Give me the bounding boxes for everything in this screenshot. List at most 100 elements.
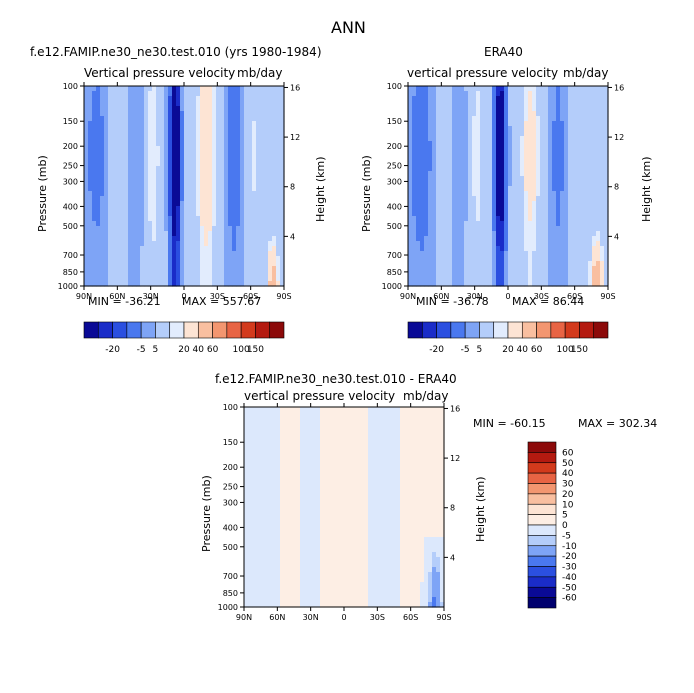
heatmap-cell bbox=[300, 482, 305, 488]
heatmap-cell bbox=[456, 206, 461, 212]
heatmap-cell bbox=[188, 131, 193, 137]
heatmap-cell bbox=[416, 121, 421, 127]
heatmap-cell bbox=[244, 186, 249, 192]
heatmap-cell bbox=[260, 256, 265, 262]
heatmap-cell bbox=[572, 171, 577, 177]
heatmap-cell bbox=[180, 131, 185, 137]
heatmap-cell bbox=[552, 246, 557, 252]
heatmap-cell bbox=[280, 121, 285, 127]
heatmap-cell bbox=[200, 241, 205, 247]
heatmap-cell bbox=[120, 156, 125, 162]
heatmap-cell bbox=[108, 146, 113, 152]
heatmap-cell bbox=[480, 231, 485, 237]
heatmap-cell bbox=[276, 582, 281, 588]
heatmap-cell bbox=[440, 201, 445, 207]
heatmap-cell bbox=[88, 196, 93, 202]
heatmap-cell bbox=[416, 216, 421, 222]
heatmap-cell bbox=[168, 256, 173, 262]
heatmap-cell bbox=[524, 226, 529, 232]
heatmap-cell bbox=[472, 146, 477, 152]
heatmap-cell bbox=[544, 131, 549, 137]
heatmap-cell bbox=[460, 221, 465, 227]
heatmap-cell bbox=[92, 261, 97, 267]
heatmap-cell bbox=[132, 186, 137, 192]
heatmap-cell bbox=[420, 146, 425, 152]
heatmap-cell bbox=[452, 181, 457, 187]
heatmap-cell bbox=[472, 126, 477, 132]
heatmap-cell bbox=[540, 241, 545, 247]
heatmap-cell bbox=[108, 211, 113, 217]
heatmap-cell bbox=[108, 91, 113, 97]
heatmap-cell bbox=[280, 101, 285, 107]
heatmap-cell bbox=[112, 266, 117, 272]
heatmap-cell bbox=[408, 166, 413, 172]
heatmap-cell bbox=[204, 251, 209, 257]
panel-obs-units: mb/day bbox=[563, 66, 609, 80]
heatmap-cell bbox=[240, 186, 245, 192]
heatmap-cell bbox=[456, 246, 461, 252]
heatmap-cell bbox=[328, 497, 333, 503]
heatmap-cell bbox=[180, 221, 185, 227]
heatmap-cell bbox=[588, 91, 593, 97]
heatmap-cell bbox=[440, 251, 445, 257]
heatmap-cell bbox=[412, 126, 417, 132]
heatmap-cell bbox=[220, 256, 225, 262]
heatmap-cell bbox=[568, 131, 573, 137]
heatmap-cell bbox=[104, 231, 109, 237]
heatmap-cell bbox=[528, 241, 533, 247]
heatmap-cell bbox=[548, 236, 553, 242]
heatmap-cell bbox=[100, 271, 105, 277]
heatmap-cell bbox=[584, 231, 589, 237]
heatmap-cell bbox=[544, 161, 549, 167]
lat-tick-label: 30N bbox=[143, 292, 159, 301]
heatmap-cell bbox=[164, 116, 169, 122]
heatmap-cell bbox=[192, 156, 197, 162]
heatmap-cell bbox=[428, 276, 433, 282]
heatmap-cell bbox=[496, 226, 501, 232]
heatmap-cell bbox=[108, 126, 113, 132]
heatmap-cell bbox=[196, 96, 201, 102]
heatmap-cell bbox=[272, 126, 277, 132]
heatmap-cell bbox=[272, 582, 277, 588]
heatmap-cell bbox=[436, 86, 441, 92]
heatmap-cell bbox=[220, 206, 225, 212]
heatmap-cell bbox=[132, 146, 137, 152]
heatmap-cell bbox=[424, 226, 429, 232]
heatmap-cell bbox=[468, 161, 473, 167]
heatmap-cell bbox=[248, 246, 253, 252]
heatmap-cell bbox=[532, 171, 537, 177]
heatmap-cell bbox=[116, 136, 121, 142]
heatmap-cell bbox=[244, 552, 249, 558]
heatmap-cell bbox=[504, 281, 509, 287]
heatmap-cell bbox=[280, 522, 285, 528]
heatmap-cell bbox=[212, 196, 217, 202]
heatmap-cell bbox=[548, 151, 553, 157]
heatmap-cell bbox=[276, 447, 281, 453]
heatmap-cell bbox=[560, 281, 565, 287]
heatmap-cell bbox=[172, 136, 177, 142]
heatmap-cell bbox=[320, 527, 325, 533]
heatmap-cell bbox=[480, 251, 485, 257]
heatmap-cell bbox=[596, 156, 601, 162]
heatmap-cell bbox=[148, 196, 153, 202]
heatmap-cell bbox=[104, 206, 109, 212]
heatmap-cell bbox=[528, 96, 533, 102]
heatmap-cell bbox=[256, 276, 261, 282]
heatmap-cell bbox=[496, 111, 501, 117]
heatmap-cell bbox=[148, 91, 153, 97]
heatmap-cell bbox=[84, 236, 89, 242]
heatmap-cell bbox=[424, 166, 429, 172]
heatmap-cell bbox=[428, 111, 433, 117]
heatmap-cell bbox=[564, 96, 569, 102]
heatmap-cell bbox=[208, 221, 213, 227]
heatmap-cell bbox=[244, 121, 249, 127]
heatmap-cell bbox=[480, 86, 485, 92]
heatmap-cell bbox=[504, 251, 509, 257]
heatmap-cell bbox=[428, 91, 433, 97]
heatmap-cell bbox=[472, 201, 477, 207]
heatmap-cell bbox=[140, 141, 145, 147]
heatmap-cell bbox=[208, 86, 213, 92]
heatmap-cell bbox=[144, 106, 149, 112]
heatmap-cell bbox=[176, 221, 181, 227]
heatmap-cell bbox=[244, 131, 249, 137]
